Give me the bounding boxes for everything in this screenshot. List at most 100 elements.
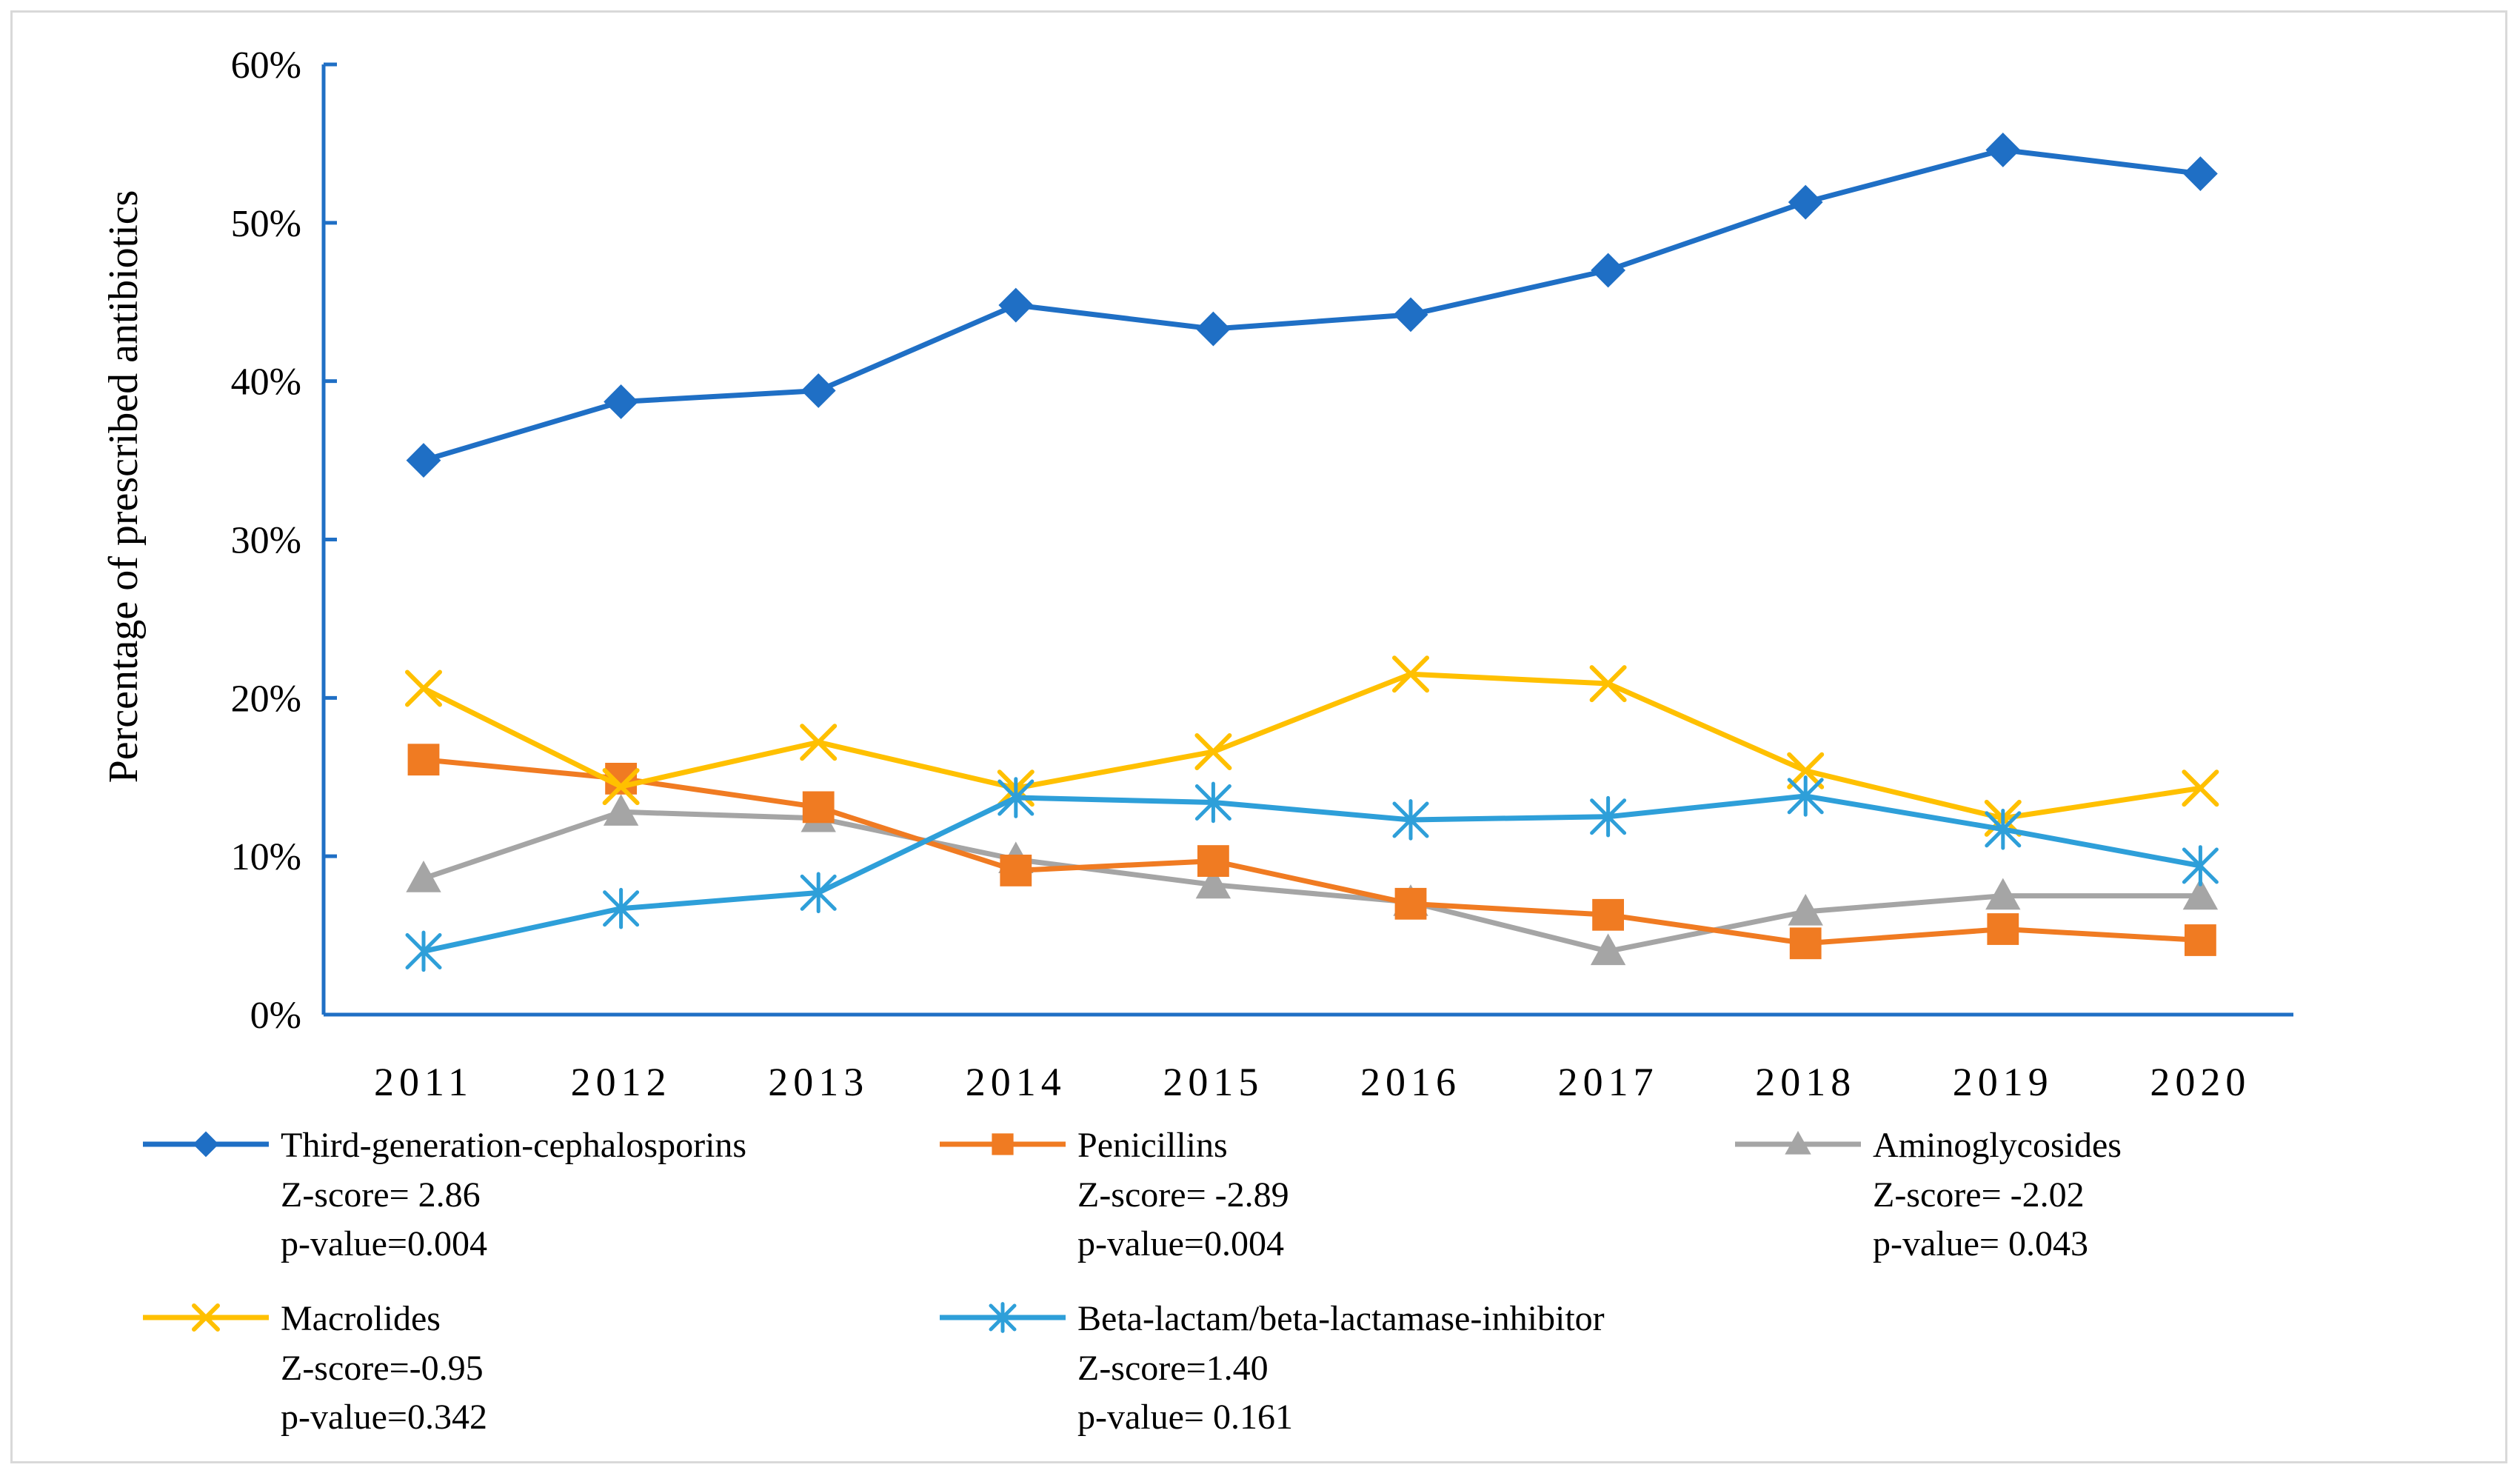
data-point-diamond: [998, 287, 1034, 323]
chart-container: Percentage of prescribed antibiotics 0% 1…: [10, 10, 2507, 1463]
series-beta-lactam-beta-lactamase-inhibitor: [405, 775, 2219, 972]
data-point-triangle: [1985, 878, 2021, 910]
series-penicillins: [407, 744, 2216, 960]
data-point-square: [2185, 924, 2216, 956]
legend-entry: Beta-lactam/beta-lactamase-inhibitor Z-sc…: [940, 1299, 1605, 1437]
data-point-x: [1589, 665, 1627, 703]
data-point-diamond: [801, 373, 836, 408]
data-point-diamond: [1393, 297, 1428, 333]
legend-p-value: p-value= 0.161: [1077, 1397, 1293, 1437]
data-point-asterisk: [1787, 775, 1824, 817]
data-point-triangle: [603, 794, 639, 826]
y-tick-label: 50%: [231, 203, 301, 245]
x-tick-label: 2013: [768, 1060, 869, 1104]
x-tick-label: 2015: [1163, 1060, 1263, 1104]
legend-p-value: p-value=0.004: [281, 1224, 487, 1263]
data-point-asterisk: [405, 930, 442, 972]
series-layer: [405, 133, 2219, 972]
legend-label: Third-generation-cephalosporins: [281, 1126, 746, 1165]
data-point-diamond: [193, 1131, 219, 1158]
data-point-triangle: [1195, 866, 1231, 899]
series-macrolides: [405, 655, 2219, 837]
x-tick-label: 2017: [1558, 1060, 1659, 1104]
y-tick-label: 40%: [231, 361, 301, 404]
x-tick-label: 2016: [1360, 1060, 1461, 1104]
data-point-asterisk: [989, 1302, 1017, 1333]
data-point-triangle: [406, 861, 441, 892]
data-point-x: [1194, 733, 1232, 771]
x-tick-label: 2011: [374, 1060, 473, 1104]
data-point-square: [1197, 845, 1229, 877]
y-tick-label: 30%: [231, 520, 301, 562]
legend-z-score: Z-score=1.40: [1077, 1349, 1269, 1388]
data-point-x: [2182, 769, 2219, 807]
legend-z-score: Z-score= 2.86: [281, 1175, 481, 1215]
legend-label: Aminoglycosides: [1873, 1126, 2122, 1165]
legend-entry: Macrolides Z-score=-0.95 p-value=0.342: [143, 1299, 487, 1437]
series-line: [423, 793, 2202, 954]
series-line: [423, 147, 2201, 463]
legend-p-value: p-value=0.342: [281, 1397, 487, 1437]
series-line: [422, 809, 2201, 954]
legend-z-score: Z-score= -2.89: [1077, 1175, 1289, 1215]
legend-p-value: p-value=0.004: [1077, 1224, 1284, 1263]
x-tick-label: 2012: [571, 1060, 672, 1104]
y-tick-label: 20%: [231, 678, 301, 720]
data-point-x: [1392, 655, 1429, 693]
data-point-asterisk: [2182, 845, 2219, 886]
data-point-square: [802, 791, 835, 824]
data-point-asterisk: [1392, 799, 1429, 841]
y-tick-label: 0%: [250, 995, 301, 1037]
line-chart: Percentage of prescribed antibiotics 0% 1…: [101, 44, 2293, 1437]
y-axis-label-group: Percentage of prescribed antibiotics: [101, 190, 147, 784]
data-point-triangle: [1788, 893, 1823, 926]
data-point-square: [1592, 898, 1624, 931]
data-point-diamond: [1788, 184, 1823, 220]
data-point-x: [192, 1303, 220, 1332]
axes: 0% 10% 20% 30% 40% 50% 60% 2011 2012 2013 2014 2015…: [231, 44, 2293, 1104]
data-point-triangle: [1785, 1130, 1811, 1155]
data-point-x: [602, 768, 640, 806]
data-point-square: [1394, 887, 1427, 920]
y-axis-label: Percentage of prescribed antibiotics: [101, 190, 147, 784]
legend-label: Penicillins: [1077, 1126, 1228, 1165]
legend-entry: Penicillins Z-score= -2.89 p-value=0.004: [940, 1126, 1289, 1263]
y-tick-label: 10%: [231, 836, 301, 878]
legend-p-value: p-value= 0.043: [1873, 1224, 2088, 1263]
series-line: [422, 671, 2201, 821]
data-point-asterisk: [1985, 809, 2022, 850]
data-point-diamond: [406, 443, 441, 478]
data-point-square: [1000, 855, 1032, 886]
series-aminoglycosides: [406, 794, 2219, 966]
y-tick-label: 60%: [231, 44, 301, 87]
data-point-diamond: [604, 384, 639, 419]
data-point-asterisk: [997, 777, 1035, 818]
data-point-x: [800, 724, 838, 761]
data-point-x: [405, 669, 442, 707]
x-tick-label: 2019: [1953, 1060, 2053, 1104]
data-point-diamond: [2182, 156, 2218, 191]
data-point-triangle: [2182, 878, 2219, 910]
legend-z-score: Z-score=-0.95: [281, 1349, 484, 1388]
legend-entry: Aminoglycosides Z-score= -2.02 p-value= 0.…: [1735, 1126, 2122, 1263]
data-point-triangle: [1590, 933, 1626, 966]
data-point-square: [992, 1133, 1014, 1155]
data-point-square: [407, 744, 440, 776]
data-point-asterisk: [800, 872, 837, 914]
legend-label: Beta-lactam/beta-lactamase-inhibitor: [1077, 1299, 1605, 1338]
legend-entry: Third-generation-cephalosporins Z-score= …: [143, 1126, 746, 1263]
data-point-asterisk: [1590, 795, 1627, 838]
data-point-diamond: [1985, 133, 2021, 167]
data-point-square: [1789, 927, 1822, 960]
data-point-asterisk: [603, 887, 640, 929]
series-line: [423, 757, 2201, 946]
series-third-generation-cephalosporins: [406, 133, 2218, 478]
data-point-x: [1787, 752, 1825, 789]
data-point-square: [1987, 913, 2019, 945]
data-point-diamond: [1195, 311, 1231, 347]
legend-z-score: Z-score= -2.02: [1873, 1175, 2085, 1215]
data-point-diamond: [1591, 253, 1626, 288]
x-tick-label: 2018: [1755, 1060, 1856, 1104]
legend-label: Macrolides: [281, 1299, 441, 1338]
x-tick-label: 2020: [2150, 1060, 2250, 1104]
